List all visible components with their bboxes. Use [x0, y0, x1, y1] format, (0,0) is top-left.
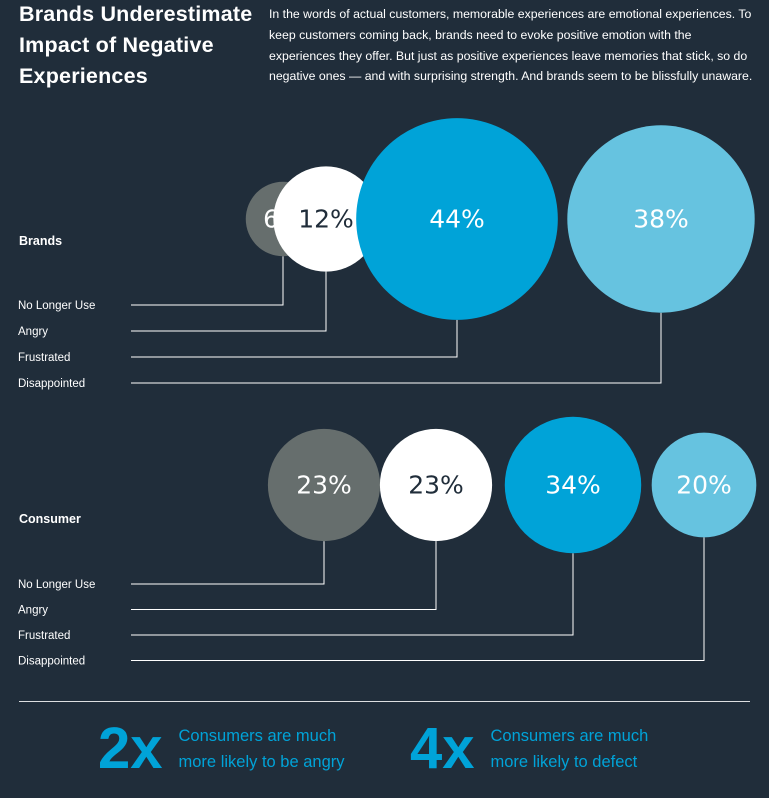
consumer-value-disappointed: 20% — [676, 471, 732, 500]
brands-leader-frustrated — [131, 319, 458, 358]
consumer-bubble-no-longer-use — [267, 428, 381, 542]
stat-defect-text: Consumers are much more likely to defect — [490, 727, 649, 771]
consumer-bubble-angry — [379, 428, 493, 542]
stat-defect: 4x Consumers are much more likely to def… — [410, 716, 691, 782]
consumer-leader-disappointed — [131, 537, 705, 661]
intro-paragraph: In the words of actual customers, memora… — [269, 7, 753, 84]
brands-bubble-disappointed — [567, 125, 755, 313]
brands-value-disappointed: 38% — [633, 205, 689, 234]
stat-defect-number: 4x — [410, 716, 475, 781]
consumer-leader-frustrated — [131, 553, 574, 636]
brands-bubble-frustrated — [356, 118, 558, 320]
brands-leader-disappointed — [131, 312, 662, 384]
consumer-group-label: Consumer — [19, 512, 81, 526]
consumer-bubble-disappointed — [651, 432, 757, 538]
stat-angry-number: 2x — [98, 716, 163, 781]
brands-leader-no-longer-use — [131, 256, 284, 306]
brands-label-frustrated: Frustrated — [18, 352, 70, 364]
consumer-label-frustrated: Frustrated — [18, 630, 70, 642]
brands-label-angry: Angry — [18, 326, 48, 338]
brands-value-frustrated: 44% — [429, 205, 485, 234]
divider — [19, 701, 750, 702]
consumer-label-disappointed: Disappointed — [18, 656, 85, 668]
consumer-leader-no-longer-use — [131, 541, 325, 585]
brands-label-disappointed: Disappointed — [18, 378, 85, 390]
brands-label-no-longer-use: No Longer Use — [18, 300, 95, 312]
brands-value-angry: 12% — [298, 205, 354, 234]
brands-group-label: Brands — [19, 234, 62, 248]
consumer-value-angry: 23% — [408, 471, 464, 500]
stat-angry: 2x Consumers are much more likely to be … — [98, 716, 379, 782]
brands-leader-angry — [131, 271, 327, 332]
consumer-value-frustrated: 34% — [545, 471, 601, 500]
consumer-label-angry: Angry — [18, 605, 48, 617]
consumer-leader-angry — [131, 541, 437, 610]
stat-angry-text: Consumers are much more likely to be ang… — [178, 727, 345, 771]
consumer-bubble-frustrated — [504, 416, 642, 554]
consumer-value-no-longer-use: 23% — [296, 471, 352, 500]
page-title: Brands Underestimate Impact of Negative … — [19, 2, 253, 88]
brands-bubble-angry — [273, 166, 379, 272]
consumer-label-no-longer-use: No Longer Use — [18, 579, 95, 591]
